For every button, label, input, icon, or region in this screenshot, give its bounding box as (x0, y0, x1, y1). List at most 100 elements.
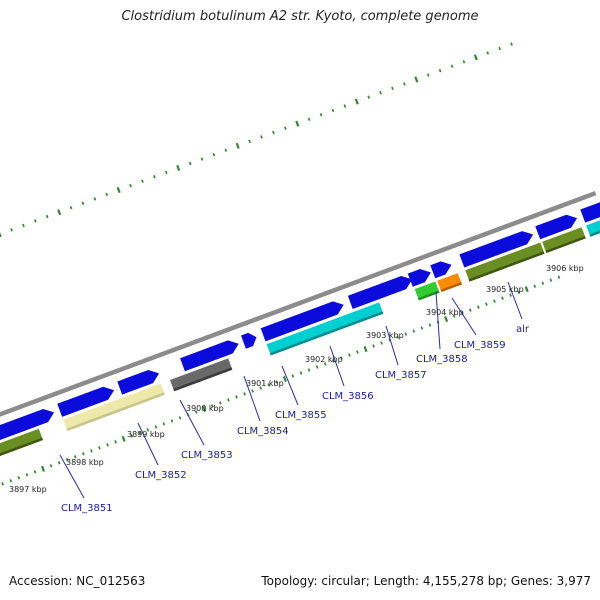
gene-label: CLM_3856 (322, 391, 374, 402)
tick-mark (202, 405, 207, 412)
scale-label: 3905 kbp (486, 285, 524, 294)
tick-mark (210, 404, 214, 408)
label-callout-line (179, 399, 205, 446)
gene-label: CLM_3852 (135, 470, 187, 481)
tick-mark (17, 476, 21, 480)
gene-label: CLM_3859 (454, 340, 506, 351)
tick-mark (153, 175, 156, 179)
tick-mark (468, 308, 472, 312)
map-title: Clostridium botulinum A2 str. Kyoto, com… (121, 9, 479, 24)
tick-mark (420, 326, 424, 330)
tick-mark (194, 410, 198, 414)
tick-mark (557, 275, 561, 279)
tick-mark (414, 76, 419, 83)
label-callout-line (435, 291, 441, 350)
label-callouts (59, 281, 523, 499)
tick-mark (267, 383, 271, 387)
tick-mark (354, 98, 359, 105)
label-callout-line (243, 375, 261, 422)
gene-block-cyan-shade (269, 311, 384, 356)
tick-mark (517, 290, 520, 294)
gene-block-olive (542, 227, 586, 253)
label-callout-line (59, 454, 85, 499)
tick-mark (235, 395, 238, 399)
accession-text: Accession: NC_012563 (9, 574, 146, 588)
gene-block-olive (465, 242, 545, 282)
gene-label: CLM_3858 (416, 354, 468, 365)
tick-mark (212, 152, 216, 157)
tick-mark (130, 434, 134, 438)
tick-mark (90, 449, 93, 453)
tick-mark (129, 183, 132, 188)
tick-mark (331, 359, 335, 363)
tick-mark (146, 428, 150, 432)
tick-mark (356, 350, 359, 354)
tick-mark (477, 305, 480, 309)
cds-arrow (430, 261, 452, 279)
label-callout-line (451, 297, 477, 336)
tick-mark (348, 353, 351, 357)
scale-label: 3900 kbp (186, 404, 224, 413)
backbone (0, 191, 597, 417)
tick-mark (98, 446, 101, 450)
tick-mark (176, 164, 181, 171)
tick-mark (259, 386, 262, 390)
cds-arrow (241, 332, 257, 349)
tick-mark (248, 139, 251, 144)
tick-mark (493, 299, 496, 303)
tick-mark (379, 91, 382, 95)
tick-mark (284, 126, 287, 130)
tick-mark (164, 170, 168, 175)
tick-mark (219, 401, 222, 405)
tick-mark (388, 338, 391, 342)
tick-mark (22, 223, 25, 228)
tick-mark (339, 356, 343, 360)
tick-mark (81, 452, 85, 456)
tick-mark (154, 425, 158, 429)
gene-labels: CLM_3851 CLM_3852 CLM_3853 CLM_3854 CLM_3855… (61, 324, 530, 514)
cds-arrow (347, 276, 413, 309)
cds-arrow (459, 231, 534, 268)
tick-mark (533, 284, 537, 288)
tick-mark (444, 316, 449, 323)
tick-mark (1, 482, 5, 486)
tick-mark (235, 142, 240, 149)
tick-mark (227, 398, 230, 402)
scale-label: 3901 kbp (246, 379, 284, 388)
tick-mark (224, 148, 228, 152)
tick-mark (299, 371, 303, 375)
gene-block-olive-shade (0, 437, 43, 457)
label-callout-line (507, 281, 523, 320)
tick-mark (509, 293, 512, 297)
cds-arrow (407, 269, 431, 287)
tick-mark (501, 296, 504, 300)
label-callout-line (329, 345, 345, 387)
tick-mark (251, 389, 254, 393)
tick-mark (452, 314, 456, 318)
tick-mark (363, 345, 368, 353)
gene-label: CLM_3857 (375, 370, 427, 381)
tick-mark (486, 51, 490, 55)
tick-mark (343, 104, 347, 108)
tick-mark (498, 46, 501, 51)
tick-mark (272, 130, 275, 135)
feature-tracks (0, 202, 600, 457)
tick-mark (138, 431, 142, 435)
tick-mark (396, 335, 400, 339)
tick-mark (65, 458, 69, 462)
cds-arrow (535, 214, 578, 240)
cds-arrow (580, 202, 600, 223)
scale-label: 3899 kbp (127, 430, 165, 439)
tick-mark (291, 374, 295, 378)
tick-mark (462, 60, 466, 64)
tick-mark (404, 332, 408, 336)
backbone-line (0, 191, 597, 417)
tick-mark (178, 416, 182, 420)
tick-mark (170, 419, 174, 423)
gene-block-green (414, 281, 440, 301)
scale-label: 3903 kbp (366, 331, 404, 340)
gene-block-olive (0, 428, 43, 457)
scale-label: 3898 kbp (66, 458, 104, 467)
tick-mark (116, 186, 121, 194)
tick-mark (260, 135, 263, 139)
